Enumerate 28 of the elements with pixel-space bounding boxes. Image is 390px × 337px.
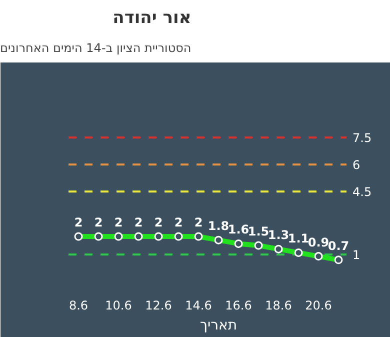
data-label: 2 bbox=[134, 216, 143, 230]
ref-line-label: 7.5 bbox=[352, 131, 372, 145]
x-tick-label: 10.6 bbox=[105, 298, 132, 312]
x-tick-label: 20.6 bbox=[305, 298, 332, 312]
ref-line-label: 1 bbox=[352, 248, 360, 262]
data-label: 0.9 bbox=[308, 235, 330, 250]
chart-title: אור יהודה bbox=[112, 7, 192, 30]
data-label: 1.3 bbox=[268, 228, 290, 242]
x-tick-label: 16.6 bbox=[225, 298, 252, 312]
data-label: 1.1 bbox=[288, 232, 310, 246]
x-tick-label: 14.6 bbox=[185, 298, 212, 312]
chart-subtitle: הסטוריית הציון ב-14 הימים האחרונים bbox=[0, 40, 192, 58]
data-label: 2 bbox=[114, 216, 123, 230]
data-label: 2 bbox=[74, 216, 83, 230]
data-label: 1.6 bbox=[228, 222, 250, 237]
data-label: 2 bbox=[194, 216, 203, 230]
x-tick-label: 12.6 bbox=[145, 298, 172, 312]
x-tick-label: 18.6 bbox=[265, 298, 292, 312]
x-tick-label: 8.6 bbox=[68, 298, 88, 312]
data-label: 1.5 bbox=[248, 224, 270, 238]
data-label: 1.8 bbox=[208, 219, 230, 234]
ref-line-label: 4.5 bbox=[352, 185, 372, 199]
data-label: 2 bbox=[154, 216, 163, 230]
data-label: 2 bbox=[174, 216, 183, 230]
x-axis-title: תאריך bbox=[200, 318, 238, 334]
data-label: 0.7 bbox=[328, 238, 350, 253]
data-label: 2 bbox=[94, 216, 103, 230]
ref-line-label: 6 bbox=[352, 158, 360, 172]
